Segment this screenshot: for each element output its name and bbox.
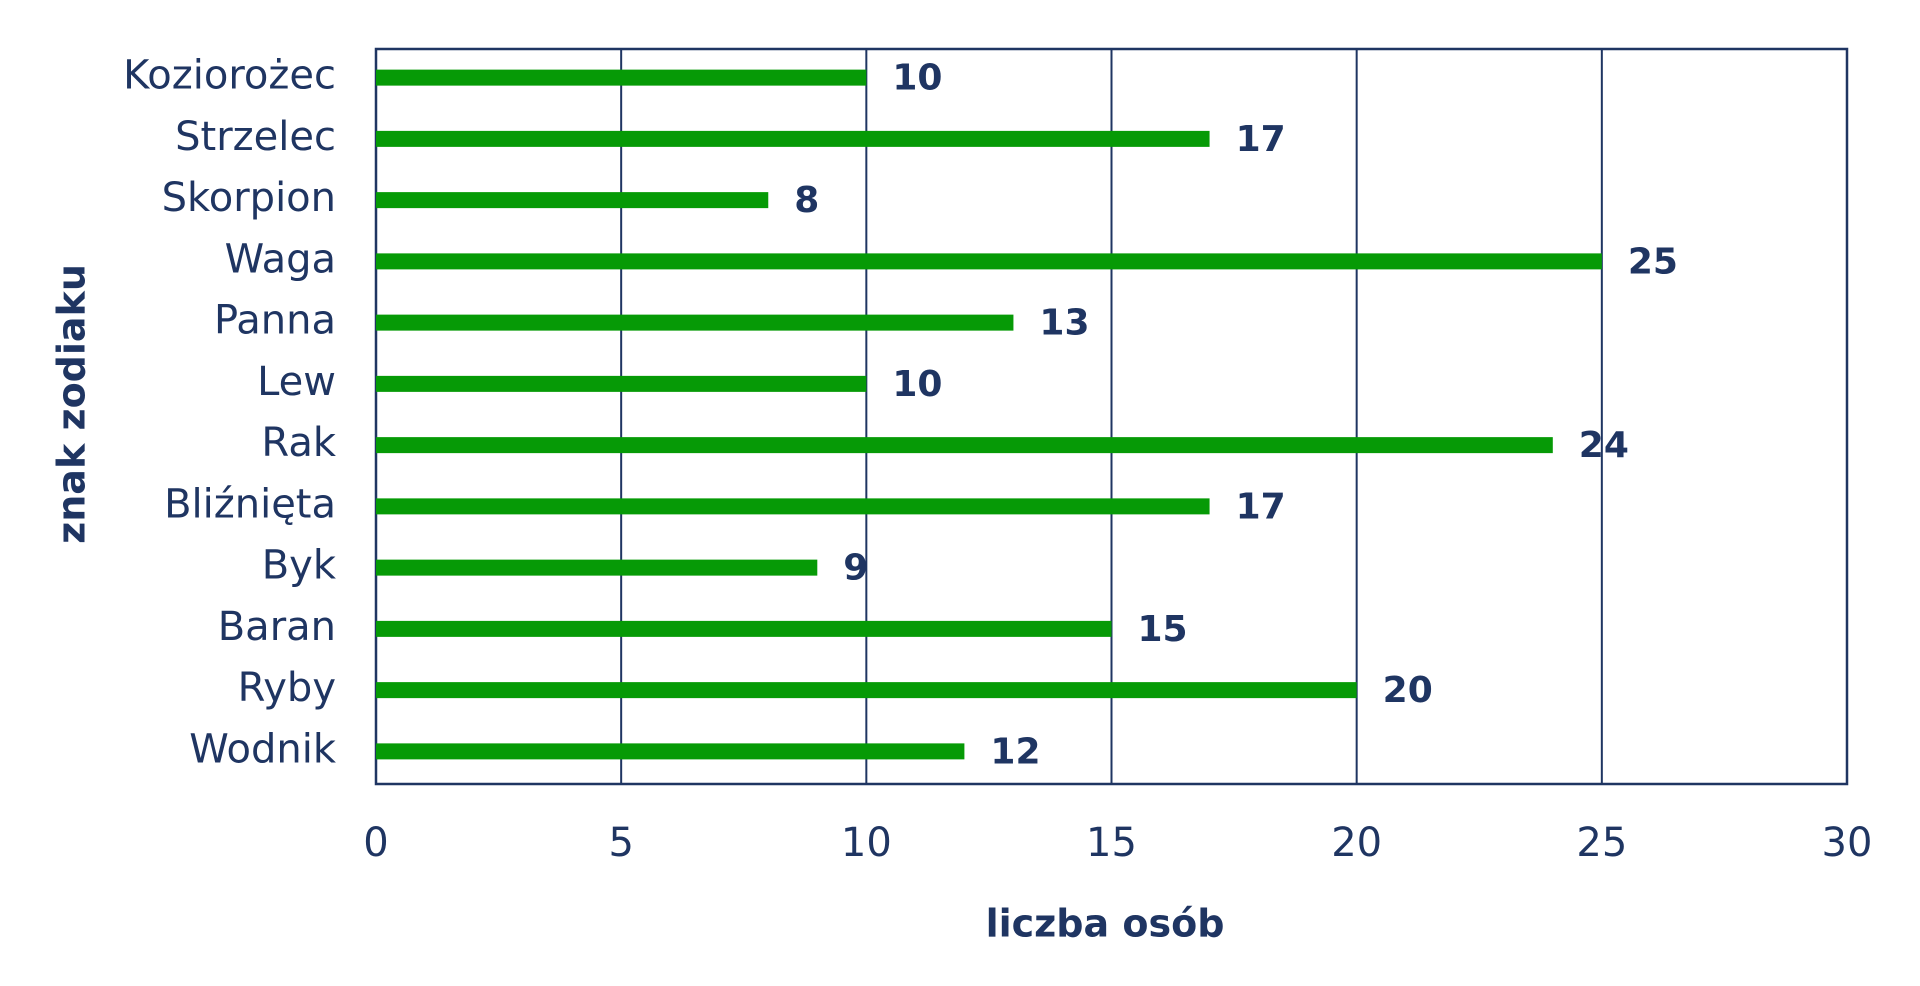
value-label: 9 bbox=[843, 548, 868, 589]
bar bbox=[376, 498, 1210, 515]
bar bbox=[376, 314, 1014, 331]
bar bbox=[376, 682, 1357, 699]
y-tick-label: Strzelec bbox=[175, 114, 336, 160]
y-tick-label: Ryby bbox=[238, 665, 336, 711]
x-tick-label: 20 bbox=[1331, 820, 1382, 866]
x-tick-label: 5 bbox=[608, 820, 633, 866]
y-tick-label: Waga bbox=[225, 236, 336, 282]
y-tick-label: Byk bbox=[262, 543, 337, 589]
value-label: 17 bbox=[1236, 486, 1286, 527]
bar bbox=[376, 437, 1553, 454]
bar bbox=[376, 743, 965, 760]
y-tick-label: Rak bbox=[261, 420, 336, 466]
value-label: 8 bbox=[794, 180, 819, 221]
x-axis-title: liczba osób bbox=[986, 902, 1225, 946]
value-label: 10 bbox=[892, 364, 942, 405]
y-tick-label: Lew bbox=[257, 359, 336, 405]
bar bbox=[376, 375, 867, 392]
plot-border bbox=[374, 47, 1849, 786]
y-tick-label: Wodnik bbox=[189, 726, 337, 772]
value-label: 15 bbox=[1138, 609, 1188, 650]
bar bbox=[376, 620, 1112, 637]
x-tick-label: 10 bbox=[841, 820, 892, 866]
y-tick-label: Baran bbox=[218, 604, 336, 650]
y-tick-label: Panna bbox=[214, 298, 336, 344]
bar bbox=[376, 253, 1602, 270]
value-label: 12 bbox=[990, 731, 1040, 772]
value-label: 20 bbox=[1383, 670, 1433, 711]
y-tick-label: Koziorożec bbox=[123, 53, 336, 99]
value-label: 25 bbox=[1628, 241, 1678, 282]
x-tick-label: 0 bbox=[363, 820, 388, 866]
bar bbox=[376, 130, 1210, 147]
y-tick-label: Bliźnięta bbox=[164, 481, 336, 527]
x-tick-label: 25 bbox=[1576, 820, 1627, 866]
bar bbox=[376, 192, 769, 209]
y-axis-title: znak zodiaku bbox=[50, 264, 94, 544]
value-label: 17 bbox=[1236, 119, 1286, 160]
x-tick-label: 15 bbox=[1086, 820, 1137, 866]
bar bbox=[376, 559, 818, 576]
x-tick-label: 30 bbox=[1822, 820, 1873, 866]
value-label: 10 bbox=[892, 58, 942, 99]
value-label: 13 bbox=[1039, 303, 1089, 344]
value-label: 24 bbox=[1579, 425, 1629, 466]
y-tick-label: Skorpion bbox=[162, 175, 336, 221]
bar bbox=[376, 69, 867, 86]
